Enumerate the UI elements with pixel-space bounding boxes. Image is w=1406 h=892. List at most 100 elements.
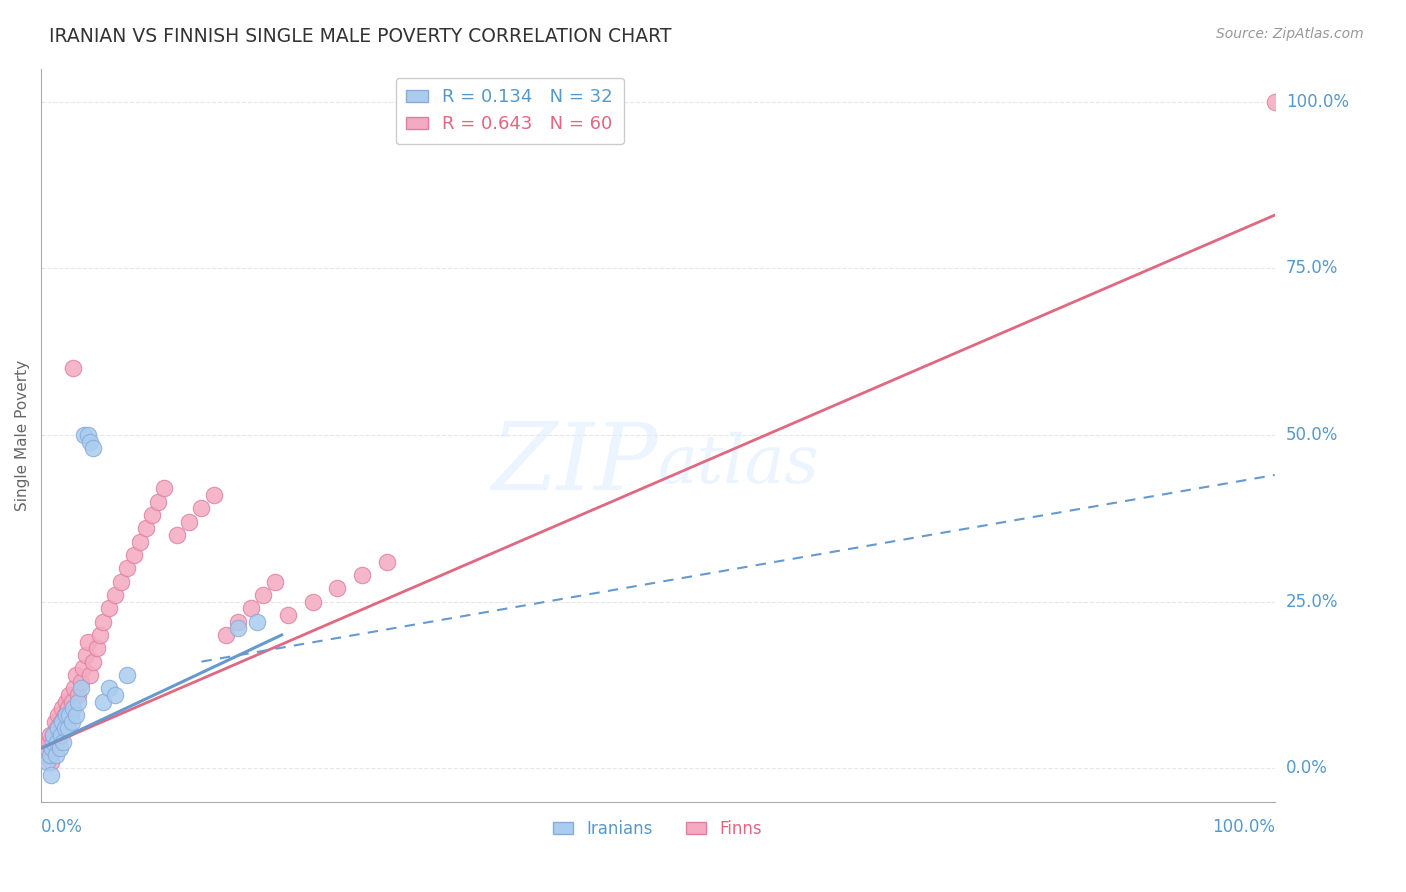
Point: [82, 442, 104, 456]
Point: [128, 534, 150, 549]
Point: [42, 734, 65, 748]
Point: [58, 688, 80, 702]
Point: [38, 747, 60, 762]
Point: [60, 695, 83, 709]
Point: [228, 615, 250, 629]
Point: [42, 728, 65, 742]
Text: 50.0%: 50.0%: [1286, 426, 1339, 444]
Point: [117, 668, 139, 682]
Point: [48, 728, 70, 742]
Point: [91, 615, 114, 629]
Point: [55, 708, 77, 723]
Text: atlas: atlas: [658, 432, 820, 497]
Point: [72, 661, 94, 675]
Text: 100.0%: 100.0%: [1286, 93, 1348, 111]
Point: [38, 728, 60, 742]
Point: [46, 734, 69, 748]
Text: ZIP: ZIP: [491, 419, 658, 509]
Point: [135, 521, 157, 535]
Point: [67, 695, 90, 709]
Point: [375, 555, 398, 569]
Text: IRANIAN VS FINNISH SINGLE MALE POVERTY CORRELATION CHART: IRANIAN VS FINNISH SINGLE MALE POVERTY C…: [49, 27, 672, 45]
Point: [82, 655, 104, 669]
Point: [37, 755, 59, 769]
Point: [39, 768, 62, 782]
Text: 0.0%: 0.0%: [41, 818, 83, 836]
Point: [34, 747, 56, 762]
Point: [52, 734, 75, 748]
Point: [190, 501, 212, 516]
Point: [48, 708, 70, 723]
Point: [39, 755, 62, 769]
Point: [69, 681, 91, 696]
Point: [42, 728, 65, 742]
Point: [77, 634, 100, 648]
Point: [59, 708, 82, 723]
Point: [89, 628, 111, 642]
Point: [91, 695, 114, 709]
Point: [264, 574, 287, 589]
Point: [58, 721, 80, 735]
Point: [166, 528, 188, 542]
Point: [58, 701, 80, 715]
Point: [79, 434, 101, 449]
Point: [46, 721, 69, 735]
Text: Source: ZipAtlas.com: Source: ZipAtlas.com: [1216, 27, 1364, 41]
Point: [122, 548, 145, 562]
Point: [73, 428, 96, 442]
Point: [79, 668, 101, 682]
Point: [62, 701, 84, 715]
Point: [77, 428, 100, 442]
Point: [215, 628, 238, 642]
Point: [69, 674, 91, 689]
Point: [52, 721, 75, 735]
Point: [239, 601, 262, 615]
Text: 25.0%: 25.0%: [1286, 592, 1339, 611]
Point: [58, 708, 80, 723]
Point: [38, 734, 60, 748]
Point: [97, 601, 120, 615]
Point: [301, 594, 323, 608]
Point: [53, 721, 76, 735]
Point: [60, 714, 83, 729]
Point: [326, 582, 349, 596]
Point: [110, 574, 132, 589]
Point: [55, 695, 77, 709]
Text: 0.0%: 0.0%: [1286, 759, 1327, 777]
Point: [65, 668, 87, 682]
Point: [49, 714, 72, 729]
Point: [246, 615, 269, 629]
Point: [179, 515, 201, 529]
Y-axis label: Single Male Poverty: Single Male Poverty: [15, 359, 30, 510]
Point: [1264, 95, 1286, 109]
Point: [104, 588, 127, 602]
Point: [228, 621, 250, 635]
Point: [44, 714, 66, 729]
Point: [56, 714, 79, 729]
Point: [277, 607, 299, 622]
Point: [67, 688, 90, 702]
Point: [37, 741, 59, 756]
Point: [63, 681, 86, 696]
Point: [141, 508, 163, 522]
Point: [97, 681, 120, 696]
Point: [49, 728, 72, 742]
Point: [148, 494, 170, 508]
Legend: Iranians, Finns: Iranians, Finns: [547, 814, 769, 845]
Point: [153, 481, 176, 495]
Point: [252, 588, 274, 602]
Point: [75, 648, 97, 662]
Point: [62, 361, 84, 376]
Point: [51, 714, 73, 729]
Point: [51, 701, 73, 715]
Point: [65, 708, 87, 723]
Text: 75.0%: 75.0%: [1286, 260, 1339, 277]
Point: [53, 708, 76, 723]
Point: [41, 741, 63, 756]
Point: [117, 561, 139, 575]
Point: [104, 688, 127, 702]
Point: [45, 734, 67, 748]
Text: 100.0%: 100.0%: [1212, 818, 1275, 836]
Point: [86, 641, 108, 656]
Point: [45, 747, 67, 762]
